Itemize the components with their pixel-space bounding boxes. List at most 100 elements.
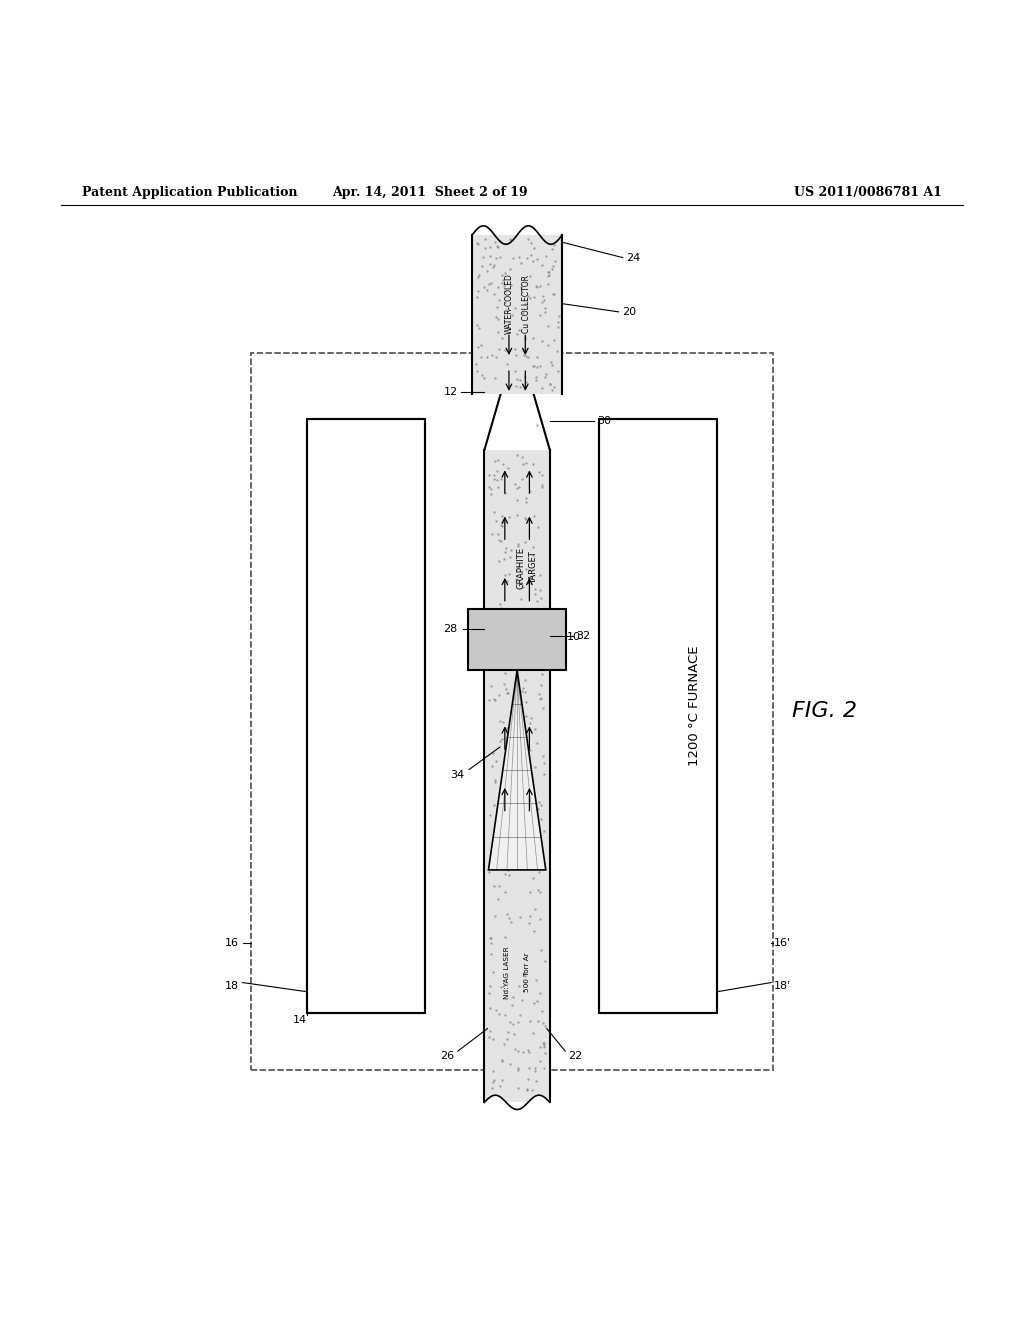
Point	[475, 246, 492, 267]
Point	[519, 247, 536, 268]
Point	[470, 337, 486, 358]
Text: 18: 18	[224, 981, 239, 990]
Point	[522, 708, 539, 729]
Point	[527, 803, 544, 824]
Point	[486, 602, 503, 623]
Point	[489, 888, 506, 909]
Point	[478, 280, 495, 301]
Point	[495, 711, 511, 733]
Point	[535, 331, 551, 352]
Point	[482, 676, 499, 697]
Point	[501, 312, 517, 333]
Point	[547, 251, 563, 272]
Point	[486, 640, 503, 661]
Point	[500, 298, 516, 319]
Point	[512, 907, 528, 928]
Text: FIG. 2: FIG. 2	[792, 701, 857, 721]
Text: 32: 32	[577, 631, 591, 642]
Point	[480, 1026, 497, 1047]
Point	[486, 284, 503, 305]
Point	[529, 733, 546, 754]
Point	[510, 536, 526, 557]
Text: 1200 °C FURNACE: 1200 °C FURNACE	[688, 645, 701, 767]
Point	[531, 461, 548, 482]
Point	[525, 327, 542, 348]
Point	[537, 950, 553, 972]
Point	[507, 298, 523, 319]
Point	[488, 235, 505, 256]
Point	[492, 1074, 508, 1096]
Bar	[599, 420, 717, 1014]
Point	[496, 548, 512, 569]
Point	[502, 546, 518, 568]
Point	[537, 1043, 553, 1064]
Point	[514, 339, 530, 360]
Point	[535, 664, 551, 685]
Point	[489, 477, 506, 498]
Point	[530, 862, 547, 883]
Point	[505, 248, 521, 269]
Point	[481, 236, 498, 257]
Point	[502, 771, 518, 792]
Point	[470, 267, 486, 288]
Point	[483, 845, 500, 866]
Point	[493, 598, 509, 619]
Point	[505, 1014, 521, 1035]
Point	[532, 587, 549, 609]
Point	[530, 684, 547, 705]
Point	[530, 799, 547, 820]
Point	[535, 1012, 551, 1034]
Point	[516, 532, 532, 553]
Point	[544, 259, 560, 280]
Point	[496, 673, 512, 694]
Point	[539, 246, 555, 267]
Point	[482, 253, 499, 275]
Point	[502, 1011, 518, 1032]
Point	[469, 315, 485, 337]
Text: TARGET: TARGET	[529, 552, 538, 585]
Point	[521, 913, 538, 935]
Point	[488, 751, 505, 772]
Point	[489, 296, 506, 317]
Point	[525, 454, 542, 475]
Point	[526, 899, 543, 920]
Point	[512, 276, 528, 297]
Point	[521, 1041, 538, 1063]
Point	[499, 903, 515, 924]
Point	[469, 286, 485, 308]
Point	[481, 275, 498, 296]
Point	[501, 865, 517, 886]
Point	[538, 364, 554, 385]
Point	[510, 975, 526, 997]
Point	[502, 656, 518, 677]
Point	[474, 256, 490, 277]
Point	[532, 808, 549, 829]
Polygon shape	[488, 671, 546, 870]
Point	[505, 812, 521, 833]
Text: GRAPHITE: GRAPHITE	[517, 546, 525, 589]
Point	[522, 244, 539, 265]
Point	[497, 263, 513, 284]
Point	[485, 875, 502, 896]
Point	[488, 628, 505, 649]
Point	[482, 975, 499, 997]
Point	[536, 820, 552, 841]
Point	[542, 374, 558, 395]
Point	[489, 620, 506, 642]
Point	[471, 318, 487, 339]
Point	[494, 272, 510, 293]
Point	[495, 830, 511, 851]
Point	[487, 346, 504, 367]
Point	[524, 537, 541, 558]
Point	[484, 523, 501, 544]
Point	[550, 317, 566, 338]
Point	[517, 797, 534, 818]
Point	[469, 360, 485, 381]
Point	[541, 315, 557, 337]
Point	[470, 280, 486, 301]
Point	[510, 783, 526, 804]
Point	[486, 906, 503, 927]
Point	[521, 480, 538, 502]
Point	[503, 230, 519, 251]
Text: WATER-COOLED: WATER-COOLED	[505, 273, 513, 334]
